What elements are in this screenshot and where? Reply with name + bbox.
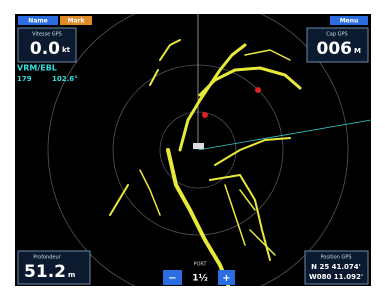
- position-lat: N 25 41.074': [311, 263, 361, 271]
- zoom-out-label[interactable]: −: [168, 273, 176, 284]
- depth-unit: m: [68, 271, 75, 279]
- waypoint[interactable]: [202, 112, 208, 118]
- mark-button-label[interactable]: Mark: [68, 18, 86, 25]
- zoom-in-label[interactable]: +: [222, 273, 230, 284]
- heading-label: Cap GPS: [326, 32, 347, 38]
- heading-unit: M: [354, 47, 361, 55]
- depth-value: 51.2: [24, 262, 66, 282]
- speed-label: Vitesse GPS: [32, 32, 62, 38]
- speed-unit: kt: [62, 46, 71, 54]
- vessel-icon: [193, 143, 204, 149]
- vrm-range: 179: [17, 75, 32, 83]
- ebl-bearing: 102.6°: [52, 75, 78, 83]
- depth-label: Profondeur: [33, 255, 61, 261]
- menu-button-label[interactable]: Menu: [340, 18, 359, 25]
- name-button-label[interactable]: Name: [28, 18, 47, 25]
- position-lon: W080 11.092': [309, 273, 363, 281]
- position-label: Position GPS: [320, 255, 351, 261]
- vrm-ebl-label: VRM/EBL: [17, 64, 57, 73]
- range-value: 1½: [192, 273, 208, 284]
- range-label: PORT: [193, 262, 207, 268]
- speed-value: 0.0: [30, 39, 60, 59]
- heading-value: 006: [317, 39, 353, 59]
- radar-screen: Name Mark Menu Vitesse GPS 0.0 kt Cap GP…: [0, 0, 385, 295]
- waypoint[interactable]: [255, 87, 261, 93]
